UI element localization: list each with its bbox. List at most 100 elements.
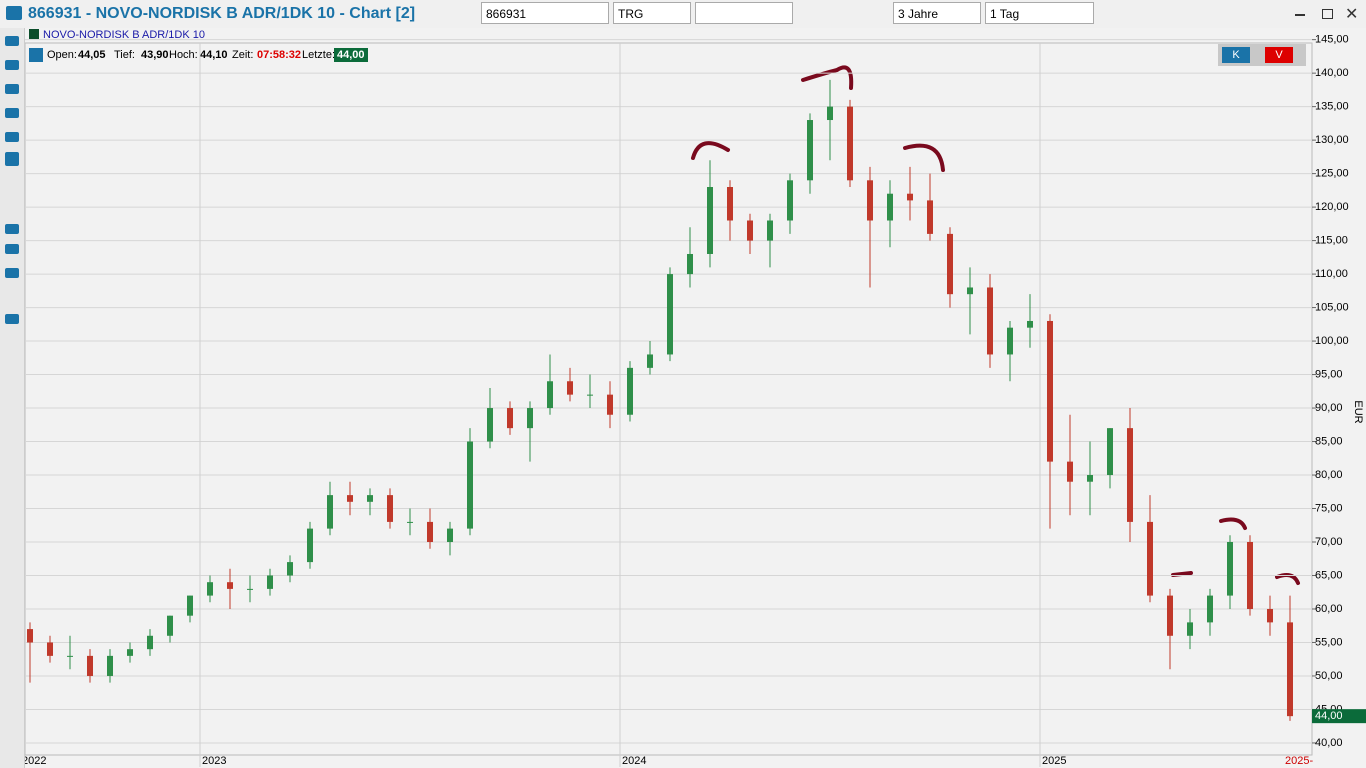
candle-body — [587, 394, 593, 396]
candle-body — [787, 180, 793, 221]
x-tick-label: 2023 — [202, 755, 226, 767]
candle-body — [127, 649, 133, 656]
y-tick-label: 65,00 — [1315, 569, 1343, 581]
candle-body — [987, 287, 993, 355]
y-tick-label: 100,00 — [1315, 335, 1349, 347]
candle-body — [807, 120, 813, 181]
annotation-marks — [691, 65, 1300, 585]
y-tick-label: 60,00 — [1315, 603, 1343, 615]
y-tick-label: 140,00 — [1315, 67, 1349, 79]
candle-body — [147, 635, 153, 650]
exchange-select[interactable]: TRG — [613, 2, 691, 24]
sell-button[interactable] — [1265, 47, 1293, 63]
info-icon[interactable] — [29, 48, 43, 62]
symbol-input[interactable]: 866931 — [481, 2, 609, 24]
candle-body — [1067, 461, 1073, 482]
low-value: 43,90 — [141, 49, 169, 61]
candle-body — [207, 582, 213, 596]
candle-body — [247, 588, 253, 590]
time-value: 07:58:32 — [257, 49, 301, 61]
candle-body — [507, 408, 513, 429]
candle-body — [1247, 542, 1253, 609]
y-tick-label: 85,00 — [1315, 435, 1343, 447]
candle-body — [367, 495, 373, 502]
chart-background — [25, 28, 1366, 768]
tool-icon[interactable] — [5, 84, 19, 94]
tool-icon[interactable] — [5, 36, 19, 46]
y-tick-label: 70,00 — [1315, 536, 1343, 548]
tool-icon[interactable] — [5, 152, 19, 166]
y-tick-label: 105,00 — [1315, 301, 1349, 313]
tool-icon[interactable] — [5, 224, 19, 234]
candle-body — [1147, 521, 1153, 596]
close-button[interactable]: ✕ — [1345, 6, 1359, 23]
open-label: Open: — [47, 49, 77, 61]
tool-icon[interactable] — [5, 132, 19, 142]
chart: NOVO-NORDISK B ADR/1DK 10 Open: 44,05 Ti… — [25, 28, 1366, 768]
minimize-button[interactable] — [1295, 14, 1305, 16]
tool-icon[interactable] — [5, 244, 19, 254]
candle-body — [167, 615, 173, 636]
instrument-swatch — [29, 29, 39, 39]
y-tick-label: 50,00 — [1315, 670, 1343, 682]
candle-body — [1107, 428, 1113, 476]
tool-icon[interactable] — [5, 60, 19, 70]
candle-body — [187, 595, 193, 616]
y-tick-label: 110,00 — [1315, 268, 1348, 280]
candle-body — [927, 200, 933, 234]
candle-body — [1087, 475, 1093, 482]
interval-select[interactable]: 1 Tag — [985, 2, 1094, 24]
y-tick-label: 135,00 — [1315, 101, 1349, 113]
candle-body — [387, 495, 393, 522]
y-tick-label: 95,00 — [1315, 368, 1343, 380]
last-price-label: 44,00 — [1315, 710, 1343, 722]
candle-body — [1287, 622, 1293, 717]
candle-body — [87, 655, 93, 676]
candle-body — [907, 193, 913, 201]
candle-body — [307, 528, 313, 563]
time-label: Zeit: — [232, 49, 253, 61]
last-value: 44,00 — [337, 49, 365, 61]
candle-body — [407, 521, 413, 523]
candle-body — [627, 367, 633, 415]
candle-body — [347, 495, 353, 502]
candle-body — [1207, 595, 1213, 623]
tool-icon[interactable] — [5, 108, 19, 118]
candle-body — [1047, 320, 1053, 462]
maximize-button[interactable] — [1322, 9, 1333, 19]
candle-body — [1227, 542, 1233, 596]
y-tick-label: 115,00 — [1315, 234, 1348, 246]
candle-body — [327, 495, 333, 529]
low-label: Tief: — [114, 49, 135, 61]
candle-body — [687, 253, 693, 275]
sidebar — [0, 28, 25, 768]
y-tick-label: 145,00 — [1315, 34, 1349, 46]
candle-body — [1127, 428, 1133, 522]
candle-body — [1007, 327, 1013, 355]
candle-body — [567, 381, 573, 395]
candle-body — [1167, 595, 1173, 636]
candle-body — [727, 187, 733, 221]
candle-body — [607, 394, 613, 415]
candle-body — [287, 562, 293, 576]
range-select[interactable]: 3 Jahre — [893, 2, 981, 24]
sell-label[interactable]: V — [1275, 49, 1283, 61]
app-icon — [6, 6, 22, 20]
tool-icon[interactable] — [5, 268, 19, 278]
candle-body — [267, 575, 273, 589]
x-tick-label: 2024 — [622, 755, 646, 767]
buy-label[interactable]: K — [1232, 49, 1240, 61]
tool-icon[interactable] — [5, 314, 19, 324]
candle-body — [447, 528, 453, 543]
plot-frame — [25, 42, 1313, 756]
candle-body — [767, 220, 773, 241]
date-select[interactable] — [695, 2, 793, 24]
last-price-box — [1312, 709, 1366, 724]
y-tick-label: 125,00 — [1315, 168, 1349, 180]
buy-button[interactable] — [1222, 47, 1250, 63]
candle-body — [47, 642, 53, 656]
crosshair-x-label: 2025- — [1285, 755, 1313, 767]
candle-body — [667, 274, 673, 355]
candle-body — [847, 106, 853, 181]
candle-body — [827, 106, 833, 121]
